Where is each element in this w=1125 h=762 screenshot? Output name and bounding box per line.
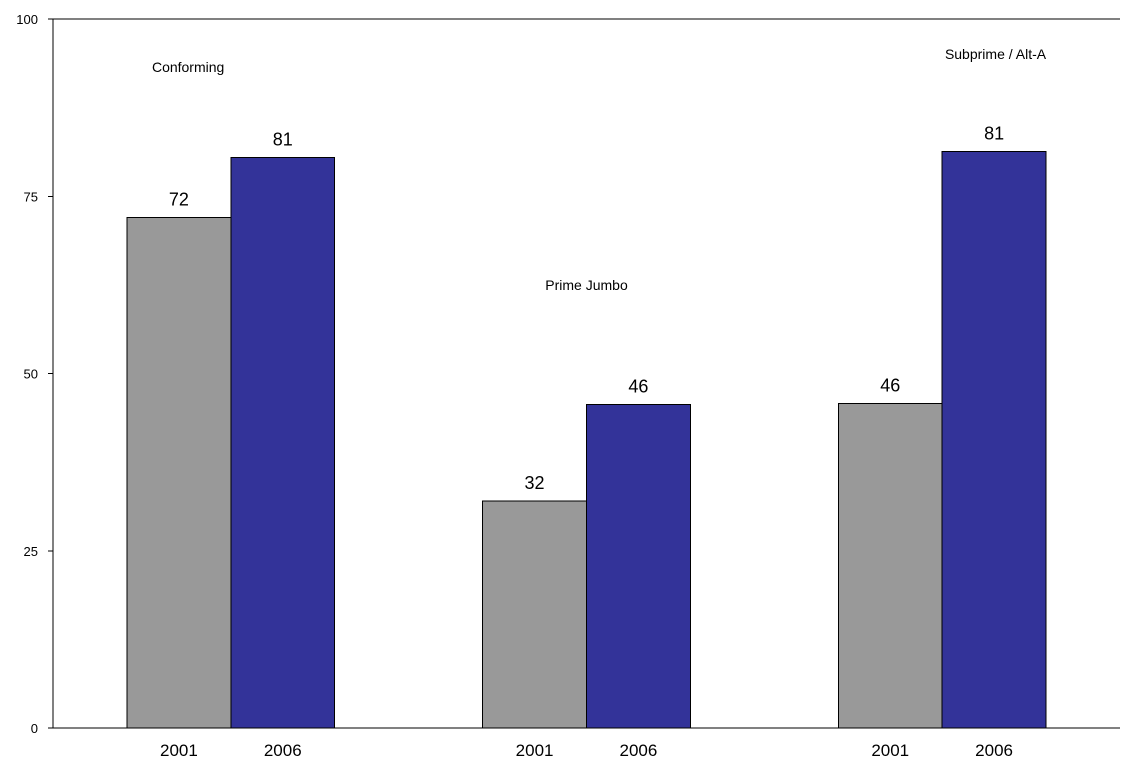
x-tick-label: 2006 <box>620 741 658 760</box>
y-tick-label: 100 <box>16 12 38 27</box>
bar-subprime-alt-a-2006 <box>941 151 1047 729</box>
bars-layer <box>126 151 1047 729</box>
group-label: Conforming <box>152 59 224 75</box>
y-tick-label: 25 <box>24 544 38 559</box>
bar-prime-jumbo-2006 <box>586 404 691 729</box>
data-label: 46 <box>628 377 648 397</box>
labels-layer: 72 2001 81 2006 Conforming 32 2001 46 2006 Prime … <box>152 46 1047 760</box>
group-label: Prime Jumbo <box>545 277 628 293</box>
data-label: 81 <box>984 124 1004 144</box>
data-label: 32 <box>525 473 545 493</box>
group-label: Subprime / Alt-A <box>945 46 1047 62</box>
data-label: 46 <box>880 375 900 395</box>
y-tick-label: 50 <box>24 367 38 382</box>
bar-prime-jumbo-2001 <box>482 500 587 729</box>
bar-conforming-2006 <box>230 156 336 729</box>
x-tick-label: 2001 <box>516 741 554 760</box>
bar-conforming-2001 <box>126 217 232 729</box>
y-tick-label: 0 <box>31 721 38 736</box>
data-label: 81 <box>273 129 293 149</box>
x-tick-label: 2001 <box>160 741 198 760</box>
data-label: 72 <box>169 190 189 210</box>
x-tick-label: 2006 <box>264 741 302 760</box>
x-tick-label: 2006 <box>975 741 1013 760</box>
x-tick-label: 2001 <box>871 741 909 760</box>
bar-subprime-alt-a-2001 <box>837 402 943 729</box>
y-axis: 0 25 50 75 100 <box>16 12 1120 736</box>
y-tick-label: 75 <box>24 189 38 204</box>
